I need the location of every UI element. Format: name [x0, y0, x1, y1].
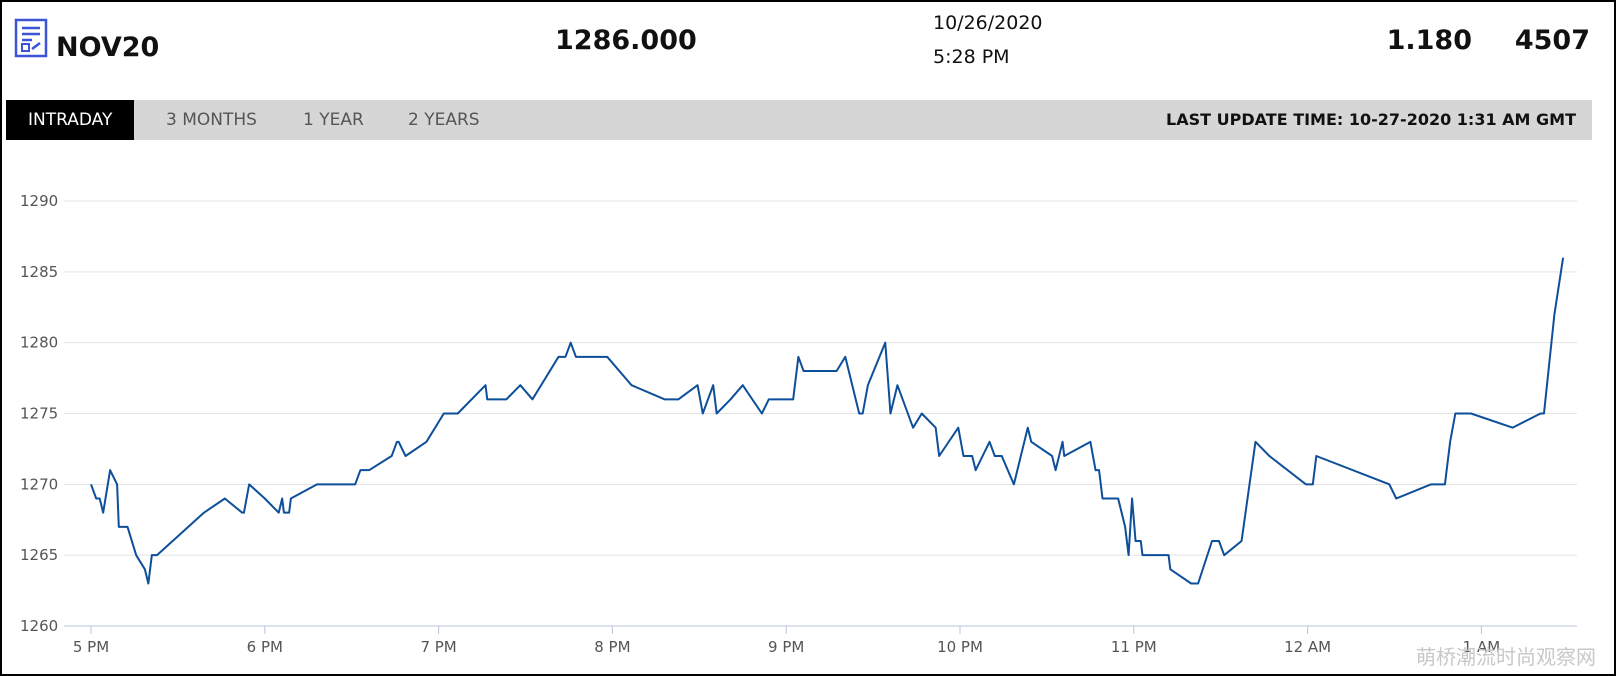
- tab[interactable]: 2 YEARS: [408, 110, 480, 130]
- y-tick-label: 1285: [20, 263, 58, 281]
- symbol: NOV20: [56, 32, 160, 63]
- price: 1286.000: [555, 25, 697, 56]
- y-tick-label: 1265: [20, 546, 58, 564]
- x-tick-label: 8 PM: [594, 638, 630, 656]
- x-tick-label: 12 AM: [1284, 638, 1331, 656]
- tab[interactable]: 1 YEAR: [303, 110, 364, 130]
- volume: 4507: [1514, 25, 1590, 56]
- x-tick-label: 1 AM: [1463, 638, 1501, 656]
- tab[interactable]: 3 MONTHS: [166, 110, 257, 130]
- x-tick-label: 7 PM: [420, 638, 456, 656]
- icon: [14, 18, 48, 58]
- date: 10/26/2020: [933, 12, 1043, 34]
- tab-bar: INTRADAY 3 MONTHS 1 YEAR 2 YEARS LAST UP…: [6, 100, 1592, 140]
- change: 1.180: [1386, 25, 1472, 56]
- x-tick-label: 5 PM: [73, 638, 109, 656]
- tab[interactable]: INTRADAY: [6, 100, 135, 140]
- y-tick-label: 1260: [20, 617, 58, 635]
- watermark: 萌桥潮流时尚观察网: [1416, 645, 1596, 669]
- y-tick-label: 1290: [20, 192, 58, 210]
- y-tick-label: 1280: [20, 334, 58, 352]
- last-update: LAST UPDATE TIME: 10-27-2020 1:31 AM GMT: [1166, 110, 1576, 129]
- y-tick-label: 1270: [20, 475, 58, 493]
- price-line: [90, 257, 1565, 585]
- time: 5:28 PM: [933, 46, 1010, 68]
- x-tick-label: 11 PM: [1111, 638, 1157, 656]
- x-tick-label: 9 PM: [768, 638, 804, 656]
- y-tick-label: 1275: [20, 405, 58, 423]
- x-tick-label: 6 PM: [247, 638, 283, 656]
- x-tick-label: 10 PM: [937, 638, 983, 656]
